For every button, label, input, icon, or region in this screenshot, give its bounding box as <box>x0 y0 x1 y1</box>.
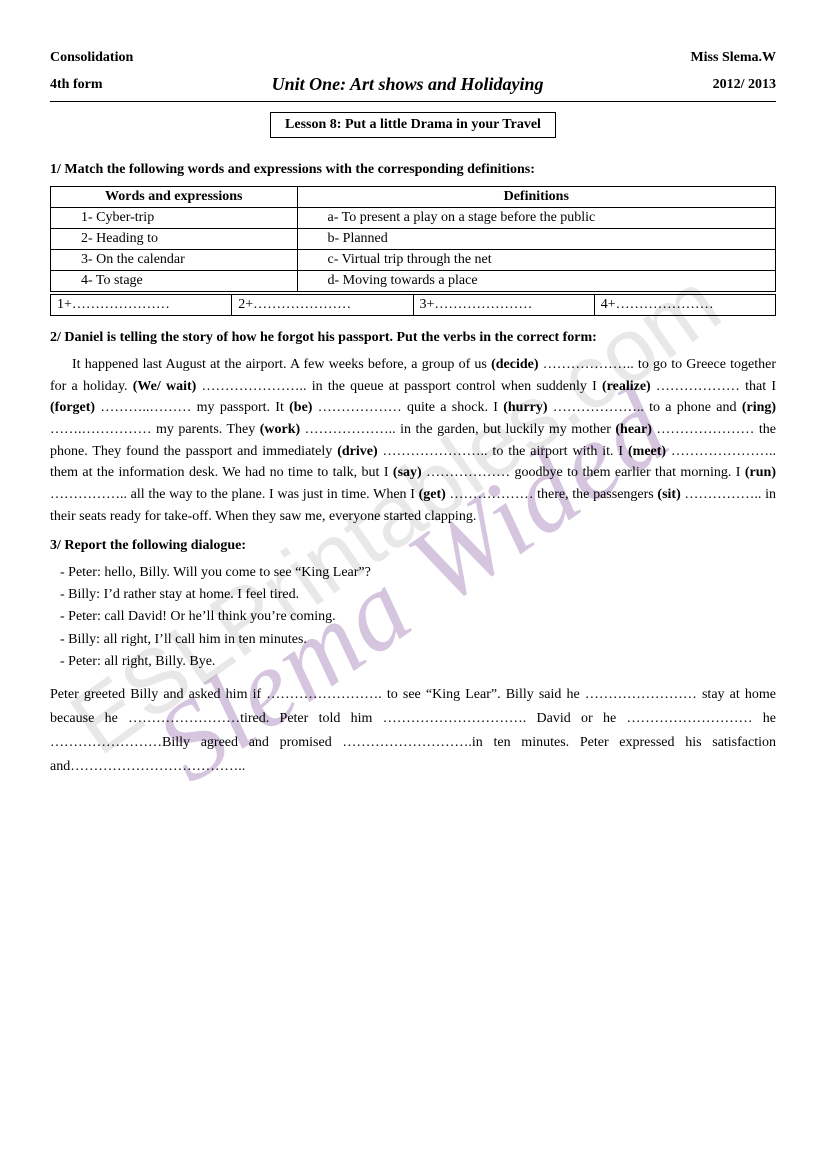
word-cell: 3- On the calendar <box>51 250 298 271</box>
answer-cell: 4+………………… <box>594 295 775 316</box>
word-cell: 2- Heading to <box>51 229 298 250</box>
def-cell: c- Virtual trip through the net <box>297 250 776 271</box>
header-left-top: Consolidation <box>50 50 133 66</box>
header-right-mid: 2012/ 2013 <box>713 77 776 93</box>
table-row: 4- To stage d- Moving towards a place <box>51 271 776 292</box>
ex2-paragraph: It happened last August at the airport. … <box>50 354 776 528</box>
answer-row: 1+………………… 2+………………… 3+………………… 4+………………… <box>50 294 776 316</box>
table-row: 3- On the calendar c- Virtual trip throu… <box>51 250 776 271</box>
lesson-title: Lesson 8: Put a little Drama in your Tra… <box>270 112 556 138</box>
def-cell: b- Planned <box>297 229 776 250</box>
table-row: 1- Cyber-trip a- To present a play on a … <box>51 208 776 229</box>
dialogue-line: Billy: I’d rather stay at home. I feel t… <box>60 584 776 606</box>
def-cell: a- To present a play on a stage before t… <box>297 208 776 229</box>
table-row: 2- Heading to b- Planned <box>51 229 776 250</box>
match-col2-header: Definitions <box>297 187 776 208</box>
ex3-title: 3/ Report the following dialogue: <box>50 538 776 554</box>
dialogue-line: Billy: all right, I’ll call him in ten m… <box>60 629 776 651</box>
ex1-title: 1/ Match the following words and express… <box>50 162 776 178</box>
header-left-mid: 4th form <box>50 77 103 93</box>
dialogue-block: Peter: hello, Billy. Will you come to se… <box>60 562 776 674</box>
answer-cell: 1+………………… <box>51 295 232 316</box>
divider <box>50 101 776 102</box>
lesson-title-wrap: Lesson 8: Put a little Drama in your Tra… <box>50 112 776 152</box>
header-right-top: Miss Slema.W <box>690 50 776 66</box>
dialogue-line: Peter: hello, Billy. Will you come to se… <box>60 562 776 584</box>
header-row-1: Consolidation Miss Slema.W <box>50 50 776 66</box>
dialogue-line: Peter: call David! Or he’ll think you’re… <box>60 606 776 628</box>
word-cell: 1- Cyber-trip <box>51 208 298 229</box>
ex3-fill: Peter greeted Billy and asked him if ………… <box>50 683 776 778</box>
header-row-2: 4th form Unit One: Art shows and Holiday… <box>50 74 776 95</box>
page-content: Consolidation Miss Slema.W 4th form Unit… <box>50 50 776 779</box>
match-col1-header: Words and expressions <box>51 187 298 208</box>
answer-cell: 3+………………… <box>413 295 594 316</box>
ex2-title: 2/ Daniel is telling the story of how he… <box>50 330 776 346</box>
ex2-text: It happened last August at the airport. … <box>50 357 776 524</box>
unit-title: Unit One: Art shows and Holidaying <box>272 74 544 95</box>
word-cell: 4- To stage <box>51 271 298 292</box>
answer-cell: 2+………………… <box>232 295 413 316</box>
match-table: Words and expressions Definitions 1- Cyb… <box>50 186 776 292</box>
dialogue-line: Peter: all right, Billy. Bye. <box>60 651 776 673</box>
def-cell: d- Moving towards a place <box>297 271 776 292</box>
